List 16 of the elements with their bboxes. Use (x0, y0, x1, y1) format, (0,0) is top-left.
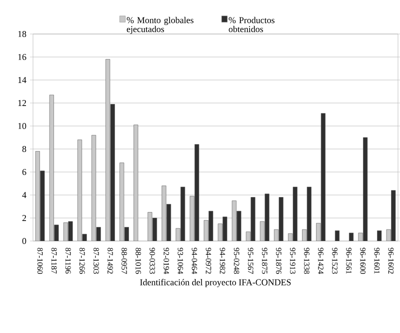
y-tick-label: 14 (18, 77, 26, 83)
x-axis-title: Identificación del proyecto IFA-CONDES (140, 278, 291, 288)
legend-label: % Productos obtenidos (228, 16, 274, 32)
y-tick-label: 18 (18, 30, 26, 38)
y-tick-label: 0 (22, 238, 26, 244)
bar (176, 228, 180, 241)
y-tick-label: 2 (22, 215, 26, 221)
bar (68, 221, 73, 241)
y-tick-label: 12 (18, 100, 26, 106)
y-tick-label: 6 (22, 168, 26, 176)
bar (250, 197, 256, 241)
y-tick-label: 16 (18, 54, 26, 60)
y-tick-label: 10 (18, 122, 26, 130)
y-tick-label: 4 (22, 192, 26, 198)
legend-label: % Monto globales ejecutados (126, 16, 194, 34)
y-tick-label: 8 (22, 146, 26, 152)
